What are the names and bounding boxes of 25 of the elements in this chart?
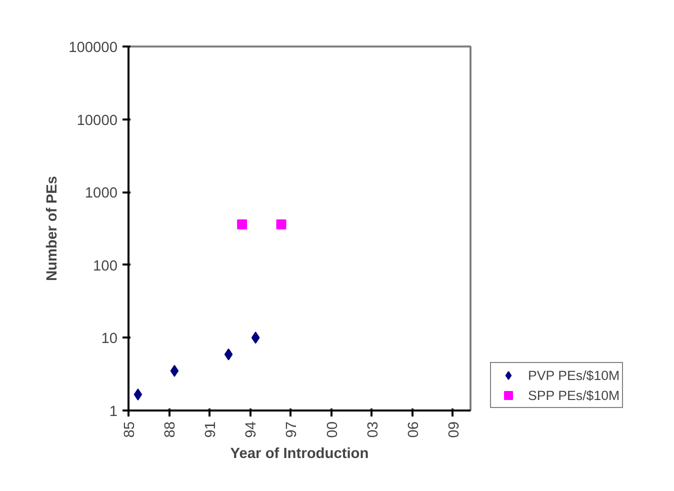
legend-label: PVP PEs/$10M <box>528 368 620 382</box>
x-axis-title: Year of Introduction <box>230 446 369 462</box>
x-tick-label: 09 <box>446 421 462 438</box>
x-tick-label: 91 <box>203 421 220 438</box>
x-tick-label: 94 <box>244 421 260 438</box>
x-tick-label: 85 <box>122 421 138 438</box>
x-tick-label: 88 <box>162 421 179 438</box>
point <box>170 364 179 377</box>
y-axis-title: Number of PEs <box>44 176 61 282</box>
point <box>276 219 286 230</box>
point <box>251 332 260 344</box>
x-tick-label: 03 <box>365 421 382 438</box>
y-tick-label: 1 <box>109 404 118 420</box>
point <box>237 219 248 230</box>
y-tick-label: 10 <box>101 331 118 348</box>
legend-label: SPP PEs/$10M <box>528 388 620 402</box>
point <box>134 388 142 400</box>
point <box>224 348 233 360</box>
x-tick-label: 97 <box>284 421 300 438</box>
x-tick-label: 06 <box>406 421 422 438</box>
y-tick-label: 1000 <box>84 186 118 202</box>
y-tick-label: 10000 <box>76 112 118 129</box>
y-tick-label: 100 <box>93 258 118 274</box>
y-tick-label: 100000 <box>68 40 118 56</box>
x-tick-label: 00 <box>324 421 341 438</box>
